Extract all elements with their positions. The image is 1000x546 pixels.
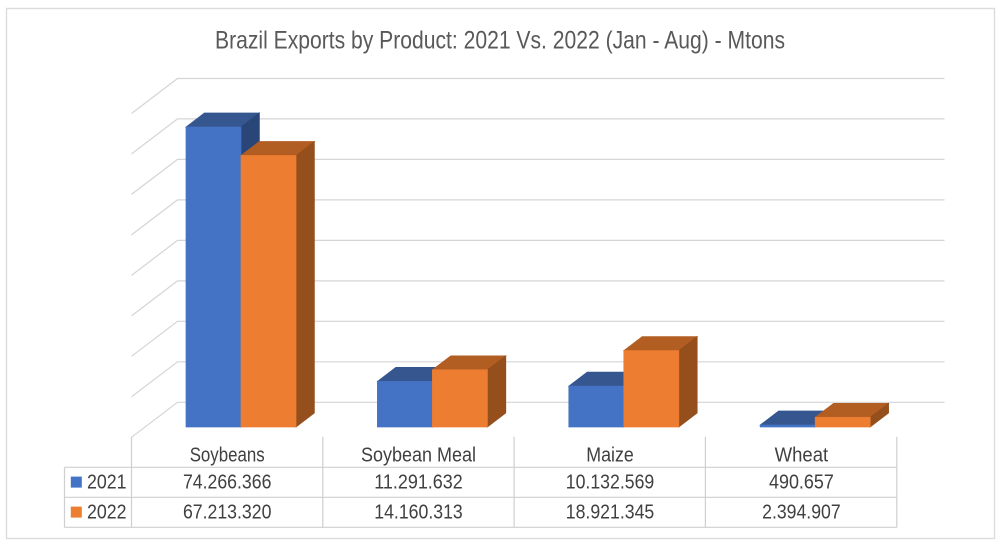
svg-text:2.394.907: 2.394.907 <box>762 501 841 523</box>
svg-text:Maize: Maize <box>586 444 634 466</box>
svg-text:Wheat: Wheat <box>775 444 829 466</box>
svg-text:Soybeans: Soybeans <box>190 444 265 466</box>
svg-text:18.921.345: 18.921.345 <box>566 501 655 523</box>
svg-text:Soybean Meal: Soybean Meal <box>361 444 476 466</box>
svg-text:14.160.313: 14.160.313 <box>374 501 463 523</box>
svg-text:74.266.366: 74.266.366 <box>183 471 272 493</box>
svg-text:490.657: 490.657 <box>769 471 834 493</box>
svg-text:67.213.320: 67.213.320 <box>183 501 272 523</box>
svg-text:2022: 2022 <box>87 501 127 523</box>
svg-text:Brazil Exports by Product: 202: Brazil Exports by Product: 2021 Vs. 2022… <box>215 27 785 55</box>
svg-text:11.291.632: 11.291.632 <box>374 471 463 493</box>
svg-text:2021: 2021 <box>87 471 127 493</box>
svg-text:10.132.569: 10.132.569 <box>566 471 655 493</box>
